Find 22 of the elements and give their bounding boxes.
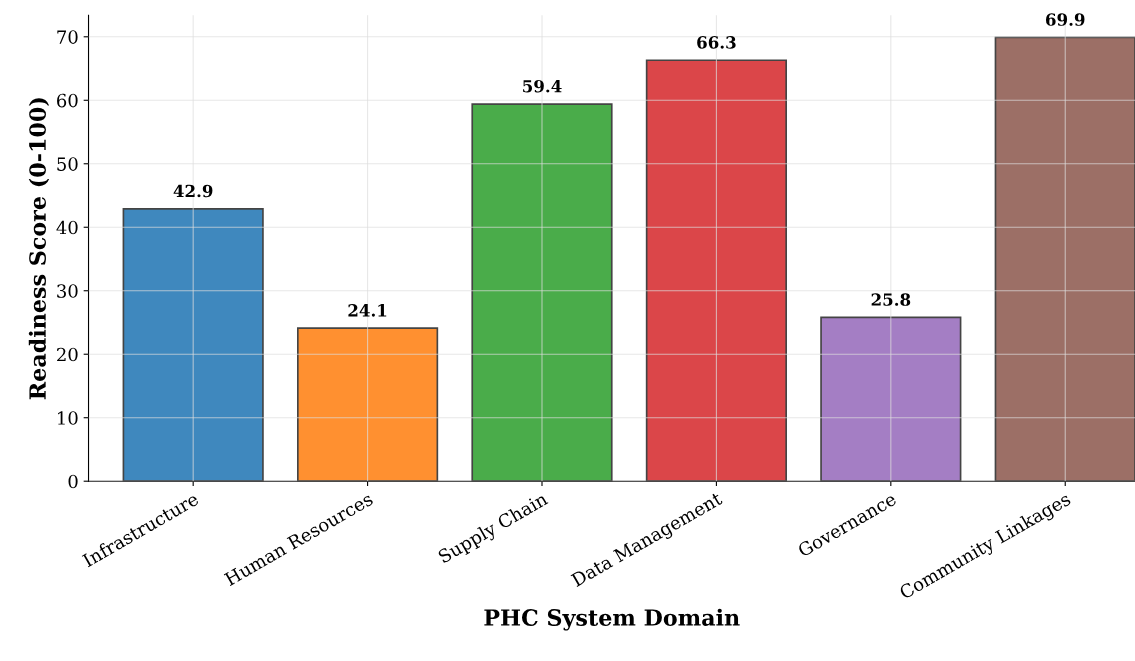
bar (122, 208, 264, 482)
x-axis-title: PHC System Domain (484, 608, 740, 631)
y-axis-title: Readiness Score (0-100) (28, 98, 50, 400)
y-tick-label: 0 (68, 474, 78, 489)
y-tick-label: 20 (57, 347, 78, 362)
data-label: 59.4 (523, 79, 562, 93)
y-tick-label: 70 (57, 30, 78, 44)
y-tick-label: 30 (57, 284, 78, 298)
data-label: 25.8 (871, 293, 911, 306)
bar (296, 327, 439, 482)
y-tick-label: 60 (57, 93, 78, 108)
data-label: 66.3 (697, 36, 736, 49)
data-label: 69.9 (1045, 13, 1085, 26)
y-tick-label: 50 (57, 157, 78, 171)
bar (645, 59, 788, 482)
data-label: 42.9 (173, 184, 213, 198)
bar (820, 316, 962, 482)
bar (994, 36, 1135, 482)
y-tick-label: 40 (56, 220, 78, 235)
y-tick-label: 10 (58, 411, 78, 425)
bar (471, 103, 613, 482)
data-label: 24.1 (348, 304, 387, 317)
